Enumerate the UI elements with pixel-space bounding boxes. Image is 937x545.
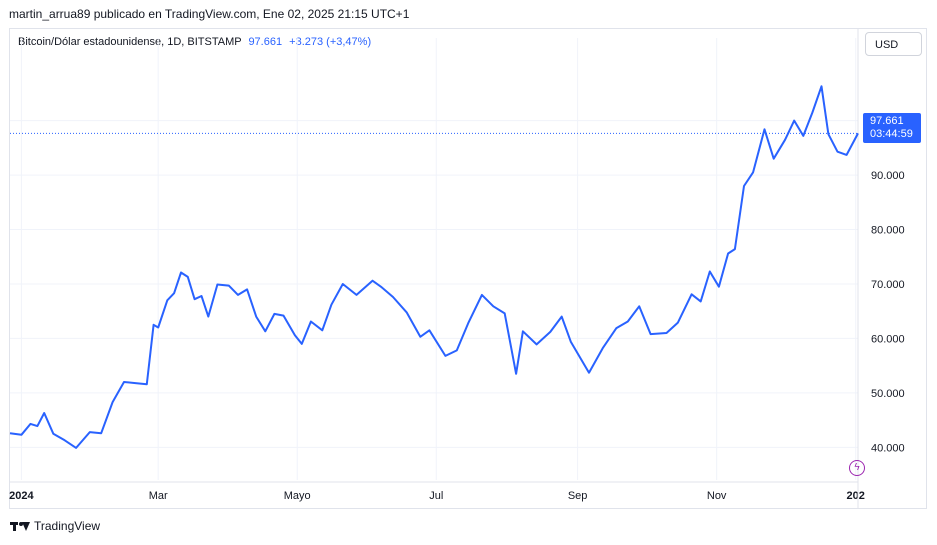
y-tick-label: 80.000 [871, 225, 905, 237]
lightning-event-icon[interactable]: ϟ [849, 460, 865, 476]
x-tick-label: Nov [707, 490, 727, 502]
x-tick-label: 202 [847, 490, 865, 502]
x-tick-label: Sep [568, 490, 588, 502]
legend-value: 97.661 [248, 36, 283, 48]
currency-button[interactable]: USD [865, 32, 922, 56]
y-tick-label: 70.000 [871, 279, 905, 291]
y-tick-label: 90.000 [871, 170, 905, 182]
publish-caption: martin_arrua89 publicado en TradingView.… [9, 7, 410, 21]
price-series-line [9, 85, 859, 449]
x-tick-label: Jul [429, 490, 443, 502]
brand-name: TradingView [34, 519, 101, 533]
chart-legend: Bitcoin/Dólar estadounidense, 1D, BITSTA… [18, 36, 371, 48]
legend-change: +3.273 (+3,47%) [289, 36, 372, 48]
y-tick-label: 50.000 [871, 388, 905, 400]
y-tick-label: 40.000 [871, 442, 905, 454]
tradingview-logo-icon [10, 520, 30, 532]
x-tick-label: Mar [149, 490, 168, 502]
x-tick-label: Mayo [284, 490, 311, 502]
last-price-tag: 97.661 03:44:59 [863, 113, 921, 143]
countdown-timer: 03:44:59 [870, 128, 913, 140]
footer-branding[interactable]: TradingView [10, 519, 100, 533]
chart-frame [9, 28, 927, 509]
last-price-value: 97.661 [870, 115, 904, 127]
y-tick-label: 60.000 [871, 333, 905, 345]
x-tick-label: 2024 [9, 490, 34, 502]
legend-symbol: Bitcoin/Dólar estadounidense, 1D, BITSTA… [18, 36, 242, 48]
